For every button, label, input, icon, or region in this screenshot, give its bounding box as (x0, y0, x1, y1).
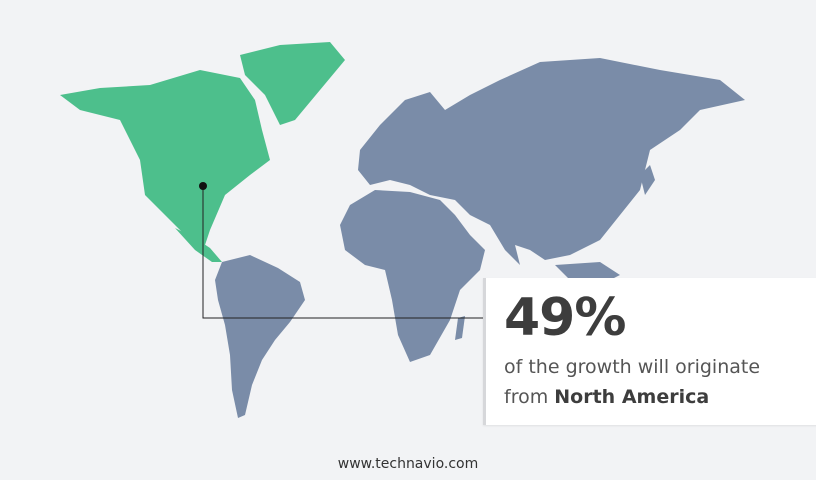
north-america-region (60, 42, 345, 262)
stat-callout: 49% of the growth will originate from No… (483, 278, 816, 425)
central-america (175, 228, 222, 262)
leader-line (202, 186, 483, 319)
callout-prefix: from (504, 386, 555, 408)
japan (640, 165, 655, 195)
region-name: North America (554, 386, 710, 408)
europe-asia (358, 58, 745, 265)
north-america (60, 70, 270, 245)
south-america (215, 255, 305, 418)
other-regions (215, 58, 745, 418)
website-footer: www.technavio.com (337, 456, 479, 472)
callout-text-line1: of the growth will originate (504, 356, 761, 378)
callout-text-line2: from North America (504, 386, 709, 408)
greenland (240, 42, 345, 125)
growth-percentage: 49% (504, 288, 626, 348)
africa (340, 190, 485, 362)
marker-dot (199, 182, 207, 190)
madagascar (455, 316, 465, 340)
